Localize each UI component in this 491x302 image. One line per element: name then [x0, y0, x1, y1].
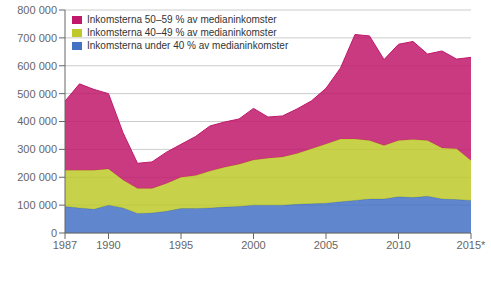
svg-text:800 000: 800 000 [17, 4, 57, 16]
html-text:Inkomsterna under 40 % av medi: Inkomsterna under 40 % av medianinkomste… [87, 40, 289, 51]
svg-text:0: 0 [51, 227, 57, 239]
svg-text:400 000: 400 000 [17, 115, 57, 127]
svg-text:2000: 2000 [241, 239, 265, 251]
svg-text:500 000: 500 000 [17, 88, 57, 100]
svg-text:600 000: 600 000 [17, 60, 57, 72]
svg-text:100 000: 100 000 [17, 199, 57, 211]
svg-text:300 000: 300 000 [17, 143, 57, 155]
svg-text:1995: 1995 [169, 239, 193, 251]
svg-text:2010: 2010 [386, 239, 410, 251]
svg-text:700 000: 700 000 [17, 32, 57, 44]
svg-text:200 000: 200 000 [17, 171, 57, 183]
html-text:Inkomsterna 40–49 % av mediani: Inkomsterna 40–49 % av medianinkomster [87, 27, 277, 38]
html-text:Inkomsterna 50–59 % av mediani: Inkomsterna 50–59 % av medianinkomster [87, 14, 277, 25]
svg-text:2015*: 2015* [457, 239, 483, 251]
svg-text:1990: 1990 [96, 239, 120, 251]
svg-text:1987: 1987 [53, 239, 77, 251]
svg-text:2005: 2005 [314, 239, 338, 251]
